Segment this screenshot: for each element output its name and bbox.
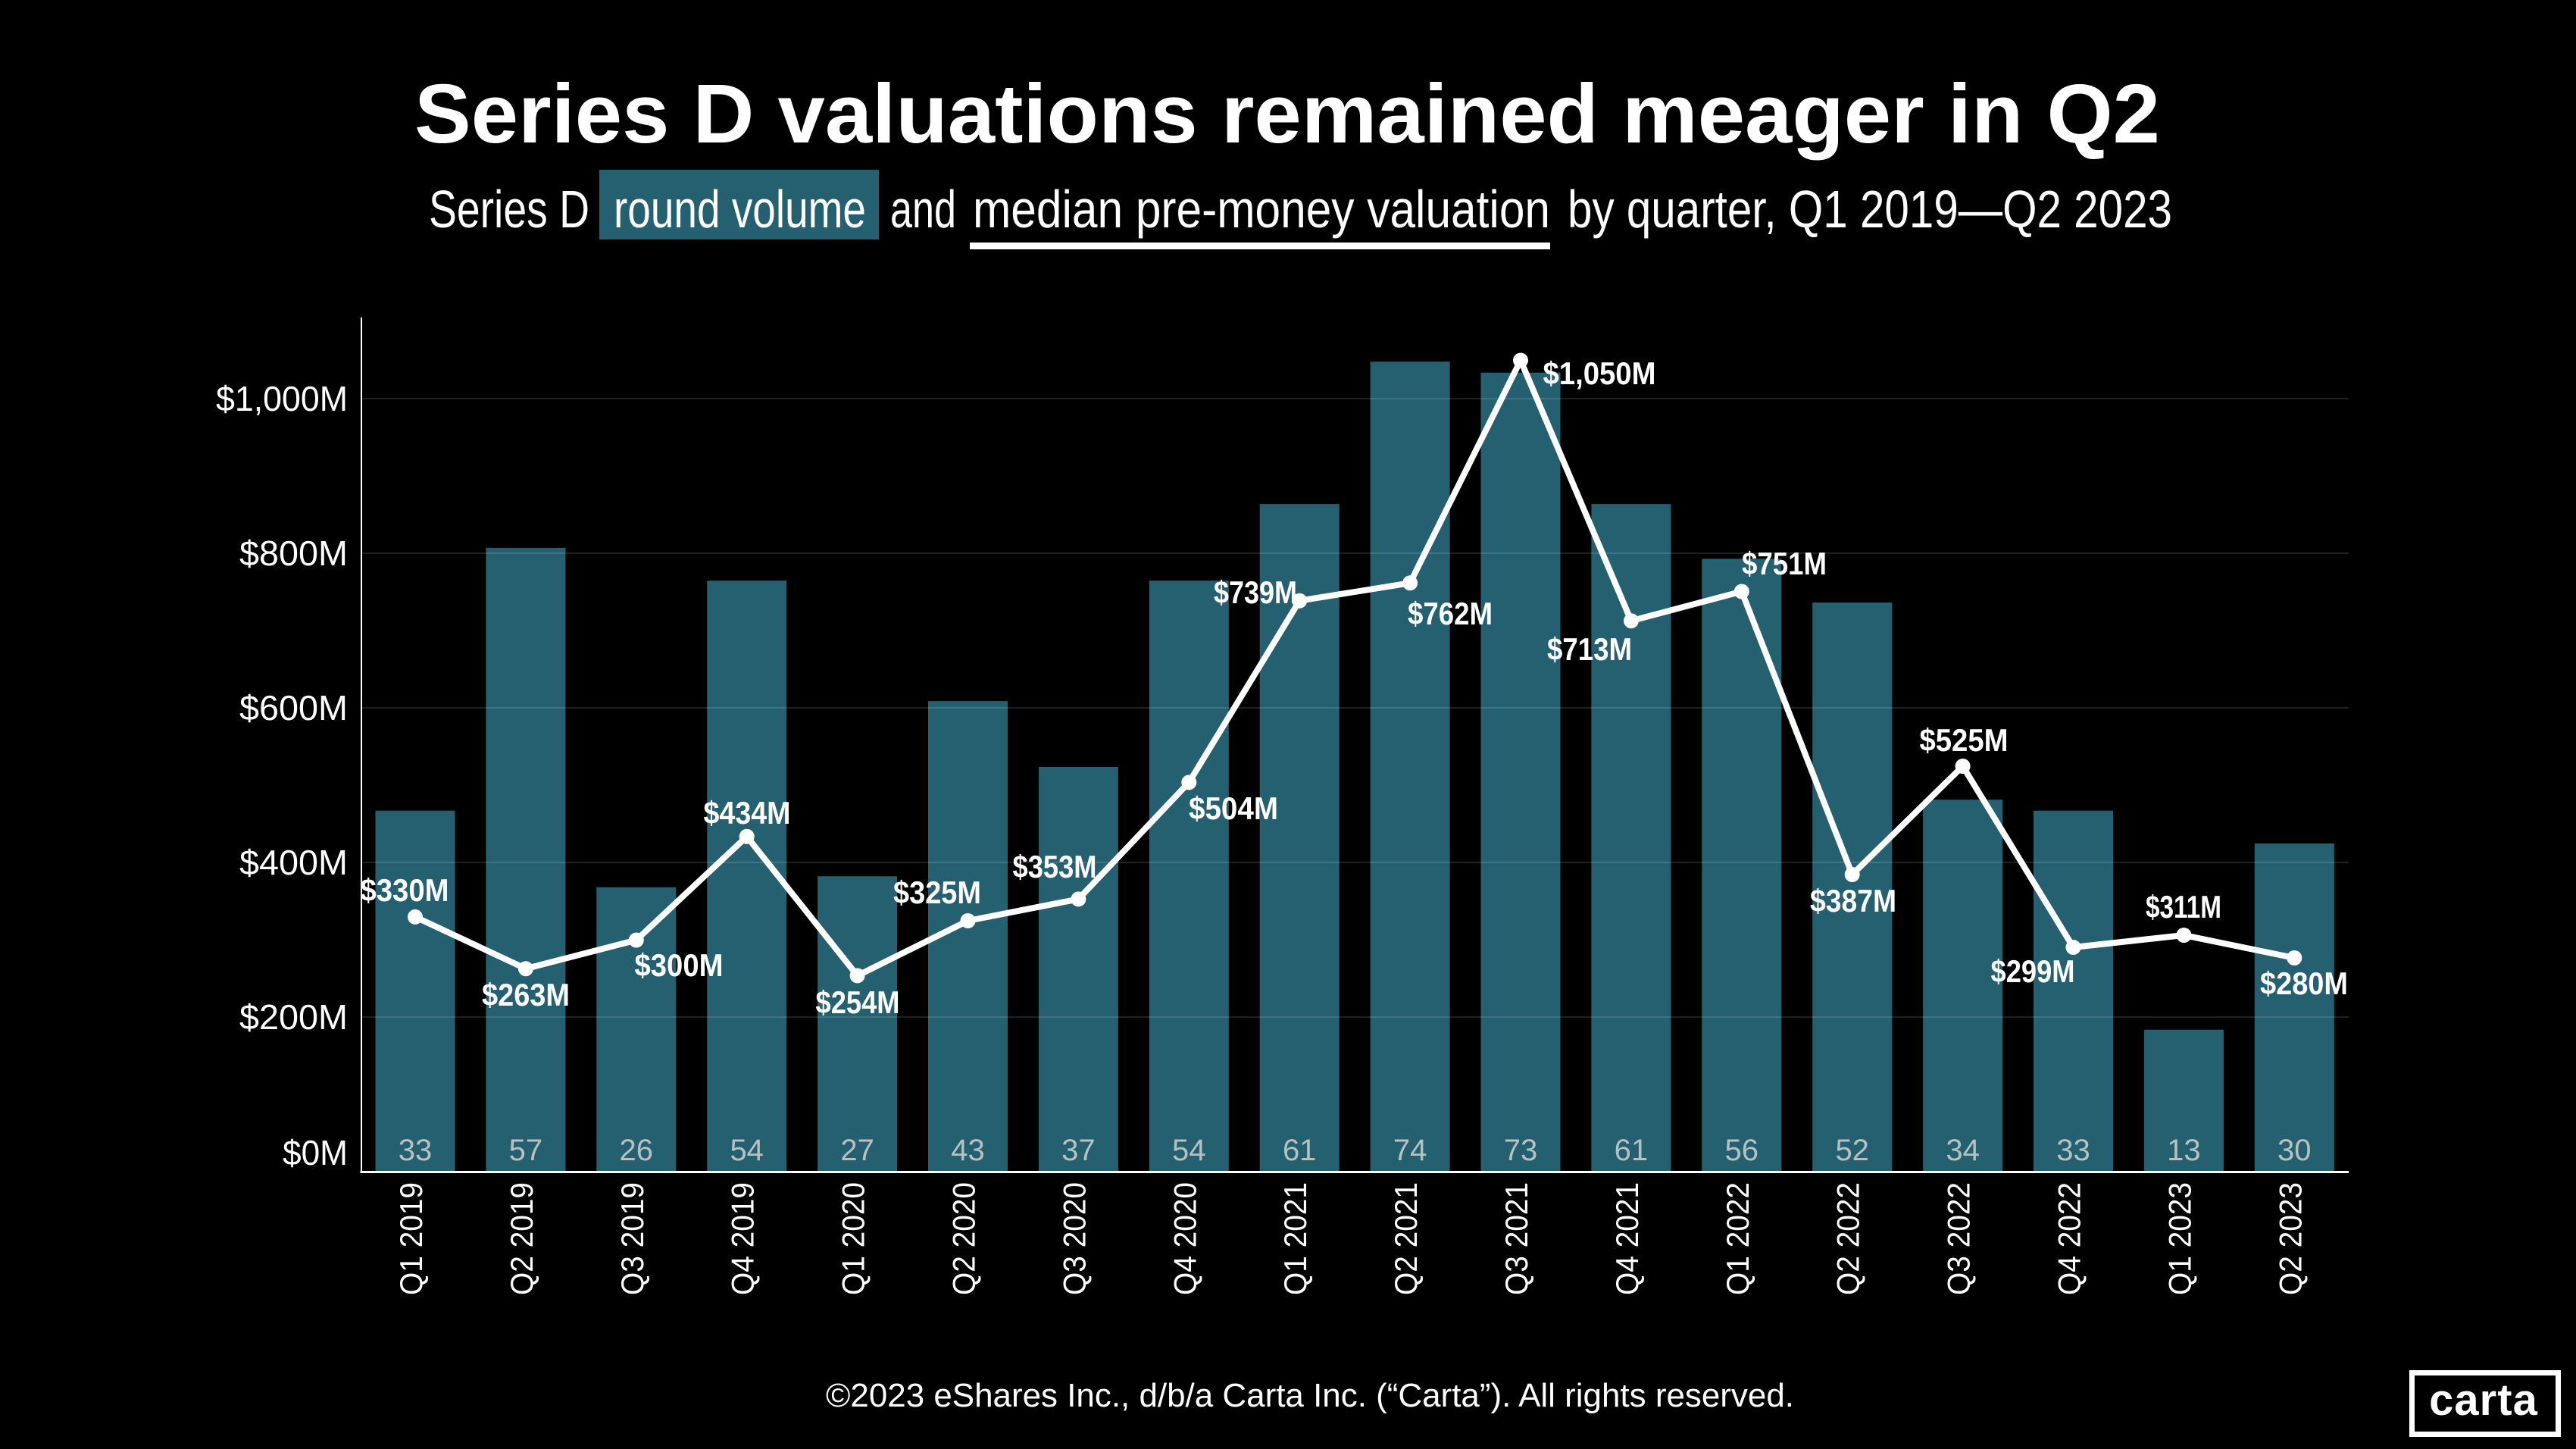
svg-text:37: 37 <box>1061 1134 1096 1167</box>
svg-text:52: 52 <box>1835 1134 1869 1167</box>
svg-text:$263M: $263M <box>482 977 570 1012</box>
svg-text:$280M: $280M <box>2260 965 2348 1001</box>
svg-text:Q1 2019: Q1 2019 <box>393 1182 429 1295</box>
svg-text:Q4 2020: Q4 2020 <box>1167 1182 1202 1295</box>
svg-text:Q3 2021: Q3 2021 <box>1499 1182 1534 1295</box>
svg-text:73: 73 <box>1504 1134 1538 1167</box>
svg-text:$504M: $504M <box>1189 790 1278 826</box>
svg-text:Q2 2020: Q2 2020 <box>946 1182 982 1295</box>
svg-text:34: 34 <box>1946 1134 1980 1167</box>
svg-text:$525M: $525M <box>1920 722 2009 758</box>
svg-text:round volume: round volume <box>614 180 866 239</box>
svg-text:54: 54 <box>730 1134 764 1167</box>
svg-text:$0M: $0M <box>283 1133 348 1172</box>
svg-text:$254M: $254M <box>816 984 900 1020</box>
svg-text:27: 27 <box>840 1134 874 1167</box>
svg-text:$434M: $434M <box>704 795 791 831</box>
svg-text:Q2 2019: Q2 2019 <box>504 1182 539 1295</box>
svg-text:$1,000M: $1,000M <box>216 379 348 418</box>
svg-text:30: 30 <box>2277 1134 2312 1167</box>
svg-text:26: 26 <box>620 1134 654 1167</box>
svg-text:$713M: $713M <box>1547 631 1632 667</box>
svg-text:and: and <box>890 180 956 239</box>
svg-text:$800M: $800M <box>239 534 348 573</box>
svg-text:$739M: $739M <box>1214 574 1297 610</box>
svg-text:$325M: $325M <box>893 875 981 910</box>
svg-text:$762M: $762M <box>1408 596 1493 631</box>
svg-text:by quarter, Q1 2019—Q2 2023: by quarter, Q1 2019—Q2 2023 <box>1568 180 2172 239</box>
svg-text:56: 56 <box>1725 1134 1759 1167</box>
svg-text:$353M: $353M <box>1013 849 1097 884</box>
svg-text:$1,050M: $1,050M <box>1543 355 1656 391</box>
svg-text:Q3 2020: Q3 2020 <box>1056 1182 1092 1295</box>
svg-text:©2023 eShares Inc., d/b/a Cart: ©2023 eShares Inc., d/b/a Carta Inc. (“C… <box>826 1377 1794 1414</box>
svg-text:Q3 2022: Q3 2022 <box>1941 1182 1977 1295</box>
svg-text:Series D: Series D <box>429 180 589 239</box>
svg-text:$311M: $311M <box>2146 889 2221 925</box>
svg-text:Q2 2022: Q2 2022 <box>1830 1182 1866 1295</box>
svg-text:Q4 2021: Q4 2021 <box>1609 1182 1645 1295</box>
svg-text:74: 74 <box>1393 1134 1427 1167</box>
svg-text:Q1 2022: Q1 2022 <box>1720 1182 1755 1295</box>
svg-text:Q2 2023: Q2 2023 <box>2272 1182 2308 1295</box>
svg-text:33: 33 <box>2056 1134 2090 1167</box>
svg-text:$300M: $300M <box>635 947 724 983</box>
svg-text:$400M: $400M <box>239 843 348 882</box>
svg-text:$330M: $330M <box>361 872 449 908</box>
svg-text:Series D valuations remained m: Series D valuations remained meager in Q… <box>414 67 2160 161</box>
svg-text:13: 13 <box>2167 1134 2201 1167</box>
svg-text:Q3 2019: Q3 2019 <box>614 1182 650 1295</box>
svg-text:61: 61 <box>1615 1134 1649 1167</box>
svg-text:Q2 2021: Q2 2021 <box>1388 1182 1424 1295</box>
svg-text:$751M: $751M <box>1742 546 1827 581</box>
svg-text:median pre-money valuation: median pre-money valuation <box>973 180 1550 239</box>
svg-text:carta: carta <box>2429 1375 2538 1425</box>
svg-text:Q4 2022: Q4 2022 <box>2052 1182 2087 1295</box>
svg-text:$387M: $387M <box>1810 883 1896 919</box>
svg-text:Q1 2021: Q1 2021 <box>1277 1182 1313 1295</box>
svg-text:43: 43 <box>951 1134 985 1167</box>
svg-text:54: 54 <box>1172 1134 1206 1167</box>
svg-text:61: 61 <box>1283 1134 1317 1167</box>
svg-text:57: 57 <box>509 1134 543 1167</box>
svg-text:33: 33 <box>399 1134 433 1167</box>
svg-text:Q4 2019: Q4 2019 <box>725 1182 761 1295</box>
svg-text:$299M: $299M <box>1991 953 2075 989</box>
svg-text:Q1 2023: Q1 2023 <box>2162 1182 2197 1295</box>
svg-text:$600M: $600M <box>239 688 348 728</box>
svg-text:Q1 2020: Q1 2020 <box>836 1182 871 1295</box>
svg-text:$200M: $200M <box>239 997 348 1037</box>
